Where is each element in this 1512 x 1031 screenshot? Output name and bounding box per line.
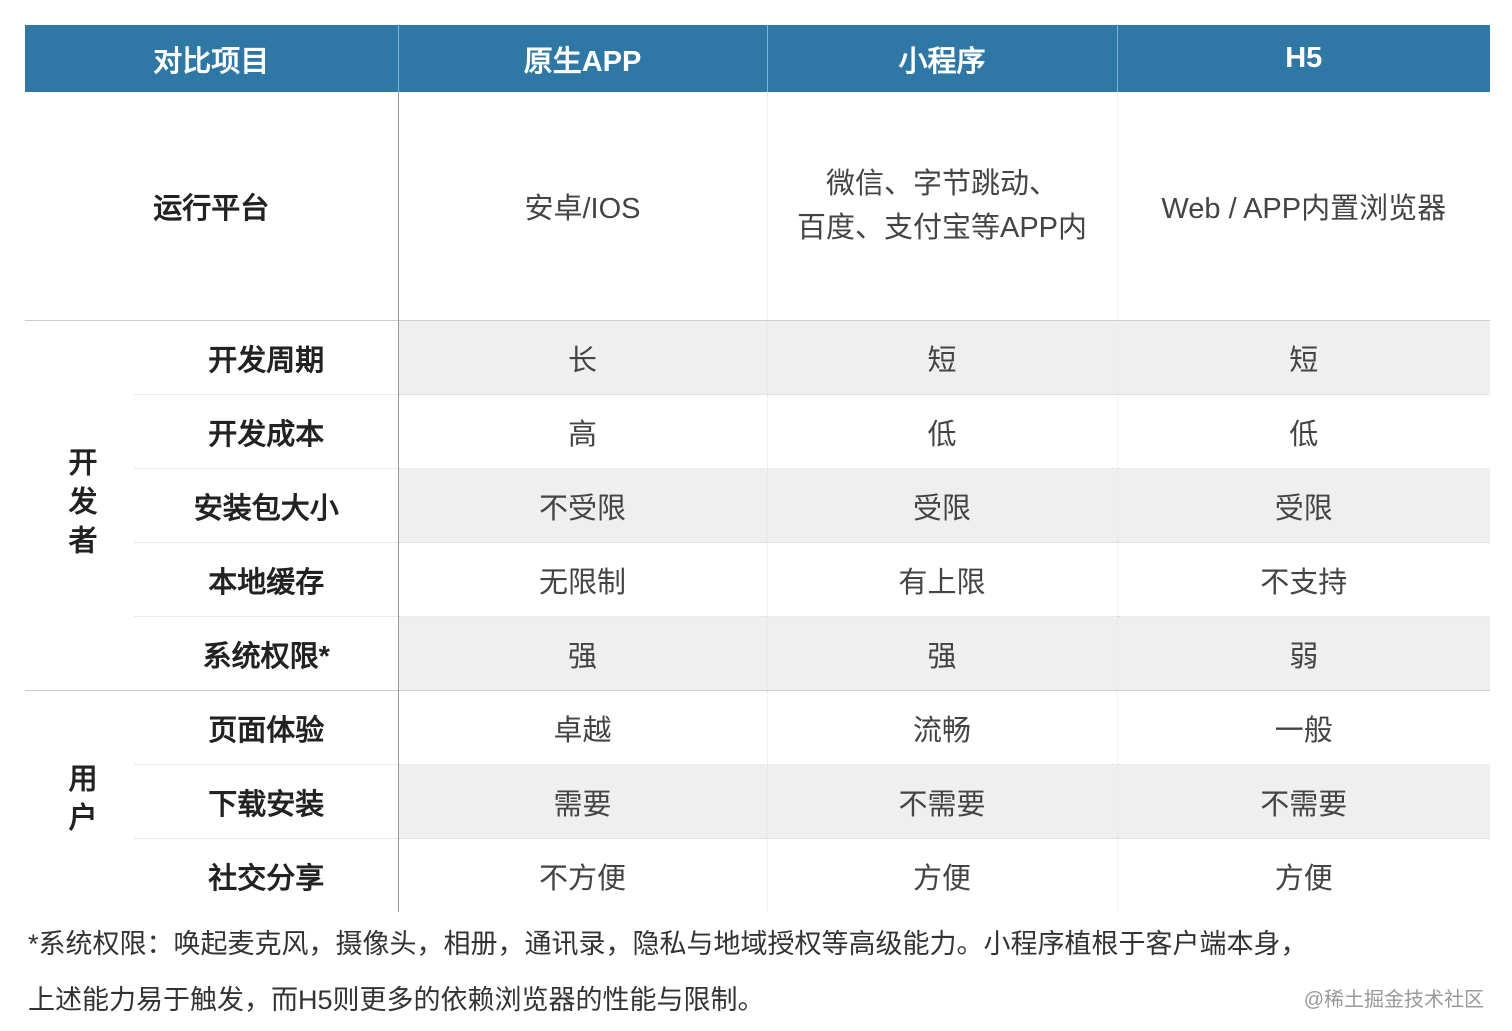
table-row: 开发者 开发周期长短短 (25, 320, 1491, 691)
row-label: 安装包大小 (135, 468, 399, 543)
cell: 短 (767, 320, 1118, 395)
cell: 强 (767, 616, 1118, 691)
table-row: 社交分享 不方便 方便 方便 (25, 838, 1491, 912)
cell: 受限 (767, 468, 1118, 543)
cell: 有上限 (767, 542, 1118, 617)
group-label: 开发者 (25, 320, 135, 691)
table-row: 开发成本高低低 (25, 394, 1491, 469)
cell: 不方便 (398, 838, 768, 912)
row-label: 开发成本 (135, 394, 399, 469)
header-mini-program: 小程序 (767, 25, 1118, 92)
cell: 安卓/IOS (398, 92, 768, 321)
watermark: @稀土掘金技术社区 (1303, 989, 1484, 1011)
cell: 不需要 (767, 764, 1118, 839)
header-row: 对比项目 原生APP 小程序 H5 (25, 25, 1491, 92)
row-label: 本地缓存 (135, 542, 399, 617)
table-row: 运行平台 安卓/IOS 微信、字节跳动、 百度、支付宝等APP内 Web / A… (25, 92, 1490, 321)
cell: 受限 (1117, 468, 1491, 543)
cell: Web / APP内置浏览器 (1161, 193, 1447, 225)
cell: 需要 (398, 764, 768, 839)
cell: 低 (767, 394, 1118, 469)
table-row: 本地缓存 无限制 有上限 不支持 (25, 542, 1491, 617)
cell: 方便 (1117, 838, 1491, 912)
row-label: 下载安装 (135, 764, 399, 839)
cell: 方便 (767, 838, 1118, 912)
group-label: 用户 (25, 690, 135, 912)
table-row: 系统权限* 强强弱 (25, 616, 1491, 691)
row-label: 社交分享 (135, 838, 399, 912)
header-item: 对比项目 (25, 25, 399, 92)
cell: 卓越 (398, 690, 768, 765)
cell: 低 (1117, 394, 1491, 469)
row-label: 开发周期 (135, 320, 399, 395)
cell: 弱 (1117, 616, 1491, 691)
cell: 流畅 (767, 690, 1118, 765)
cell: 不需要 (1117, 764, 1491, 839)
table-row: 安装包大小 不受限 受限 受限 (25, 468, 1491, 543)
table-row: 用户 页面体验 卓越 流畅 一般 (25, 690, 1491, 912)
cell: 短 (1117, 320, 1491, 395)
cell: 无限制 (398, 542, 768, 617)
row-label: 系统权限* (135, 616, 399, 691)
header-h5: H5 (1117, 25, 1491, 92)
comparison-table: 对比项目 原生APP 小程序 H5 运行平台 安卓/IOS 微信、字节跳动、 百… (25, 25, 1491, 912)
header-native-app: 原生APP (398, 25, 768, 92)
cell: 长 (398, 320, 768, 395)
row-label: 运行平台 (25, 92, 399, 321)
cell: 微信、字节跳动、 百度、支付宝等APP内 (767, 92, 1118, 321)
footnote-line-2: 上述能力易于触发，而H5则更多的依赖浏览器的性能与限制。 (28, 985, 765, 1015)
footnote-line-1: *系统权限：唤起麦克风，摄像头，相册，通讯录，隐私与地域授权等高级能力。小程序植… (28, 929, 1308, 959)
cell: 不受限 (398, 468, 768, 543)
table-row: 下载安装 需要 不需要 不需要 (25, 764, 1491, 839)
cell: 不支持 (1117, 542, 1491, 617)
row-label: 页面体验 (135, 690, 399, 765)
cell: 一般 (1117, 690, 1491, 765)
cell: 高 (398, 394, 768, 469)
cell: 强 (398, 616, 768, 691)
